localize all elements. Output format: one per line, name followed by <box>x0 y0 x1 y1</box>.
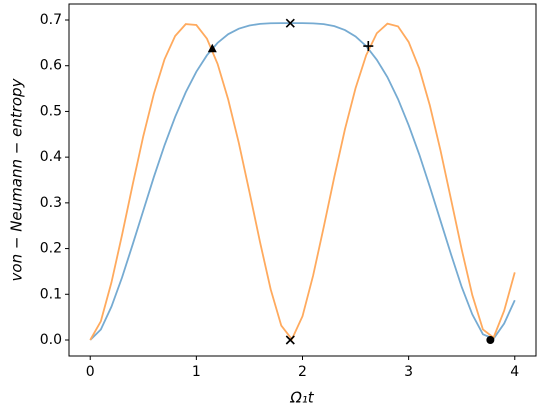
line <box>89 22 516 341</box>
y-axis-label: von − Neumann − entropy <box>8 77 26 281</box>
x-tick-label: 1 <box>192 364 201 380</box>
marker <box>285 335 295 345</box>
line <box>89 22 516 341</box>
plot-frame <box>68 3 537 357</box>
x-tick-label: 0 <box>86 364 95 380</box>
y-tick-label: 0.4 <box>40 149 62 165</box>
x-tick-label: 4 <box>510 364 519 380</box>
marker <box>285 18 295 28</box>
y-tick-label: 0.1 <box>40 286 62 302</box>
y-tick-label: 0.6 <box>40 58 62 74</box>
marker <box>207 43 217 53</box>
marker <box>363 41 374 52</box>
x-tick-label: 3 <box>404 364 413 380</box>
x-axis-label: Ω₁t <box>289 389 314 407</box>
y-tick-label: 0.0 <box>40 332 62 348</box>
x-tick-label: 2 <box>298 364 307 380</box>
y-tick-label: 0.3 <box>40 195 62 211</box>
y-tick-label: 0.2 <box>40 241 62 257</box>
marker <box>486 336 495 344</box>
y-tick-label: 0.5 <box>40 103 62 119</box>
y-tick-label: 0.7 <box>40 12 62 28</box>
